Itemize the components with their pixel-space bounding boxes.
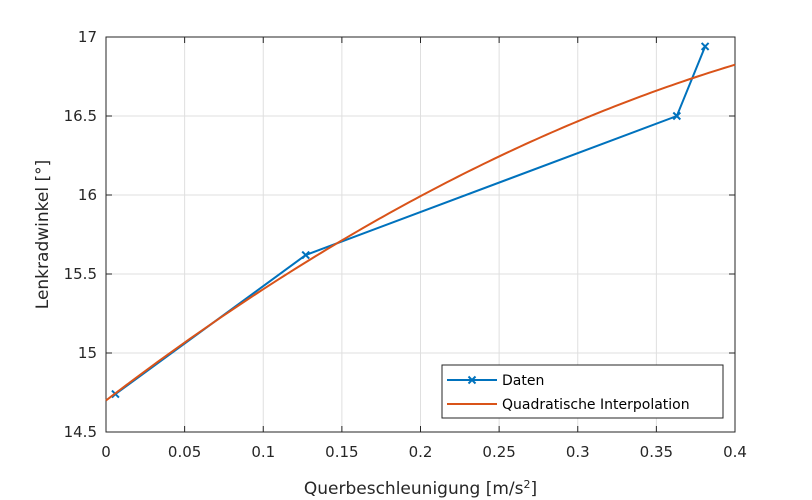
y-tick-label: 15.5 bbox=[64, 265, 97, 283]
x-tick-label: 0.4 bbox=[723, 443, 747, 461]
data-point-marker bbox=[672, 111, 682, 121]
x-tick-label: 0.05 bbox=[168, 443, 201, 461]
data-point-marker bbox=[700, 42, 710, 51]
y-tick-label: 14.5 bbox=[64, 423, 97, 441]
y-axis-label: Lenkradwinkel [°] bbox=[33, 160, 53, 309]
x-axis-label-superscript: 2 bbox=[523, 478, 530, 491]
grid-lines bbox=[106, 37, 735, 432]
y-tick-label: 16 bbox=[78, 186, 97, 204]
series-0 bbox=[111, 42, 710, 399]
axis-ticks: 0 0.05 0.1 0.15 0.2 0.25 0.3 0.35 0.4 14.5 15 15.5 1… bbox=[64, 28, 747, 461]
y-tick-label: 15 bbox=[78, 344, 97, 362]
x-axis-label-suffix: ] bbox=[530, 479, 537, 499]
series-line bbox=[114, 46, 707, 395]
legend: Daten Quadratische Interpolation bbox=[441, 364, 724, 419]
x-tick-label: 0.25 bbox=[482, 443, 515, 461]
legend-label-quadratische-interpolation: Quadratische Interpolation bbox=[502, 397, 690, 413]
x-tick-label: 0.15 bbox=[325, 443, 358, 461]
x-tick-label: 0.35 bbox=[640, 443, 673, 461]
series-line bbox=[105, 63, 736, 402]
x-tick-label: 0.1 bbox=[251, 443, 275, 461]
x-axis-label-main: Querbeschleunigung [m/s bbox=[304, 479, 524, 499]
series-layer bbox=[105, 42, 736, 402]
legend-marker-x bbox=[467, 375, 477, 385]
x-tick-label: 0 bbox=[101, 443, 111, 461]
legend-entry-quadratische-interpolation: Quadratische Interpolation bbox=[447, 397, 690, 413]
legend-entry-daten: Daten bbox=[447, 373, 544, 389]
legend-label-daten: Daten bbox=[502, 373, 544, 389]
data-point-marker bbox=[301, 250, 310, 260]
x-tick-label: 0.2 bbox=[409, 443, 433, 461]
x-axis-label: Querbeschleunigung [m/s2] bbox=[304, 478, 537, 500]
series-1 bbox=[105, 63, 736, 402]
y-tick-label: 16.5 bbox=[64, 107, 97, 125]
y-tick-label: 17 bbox=[78, 28, 97, 46]
x-tick-label: 0.3 bbox=[566, 443, 590, 461]
legend-box bbox=[441, 364, 724, 419]
